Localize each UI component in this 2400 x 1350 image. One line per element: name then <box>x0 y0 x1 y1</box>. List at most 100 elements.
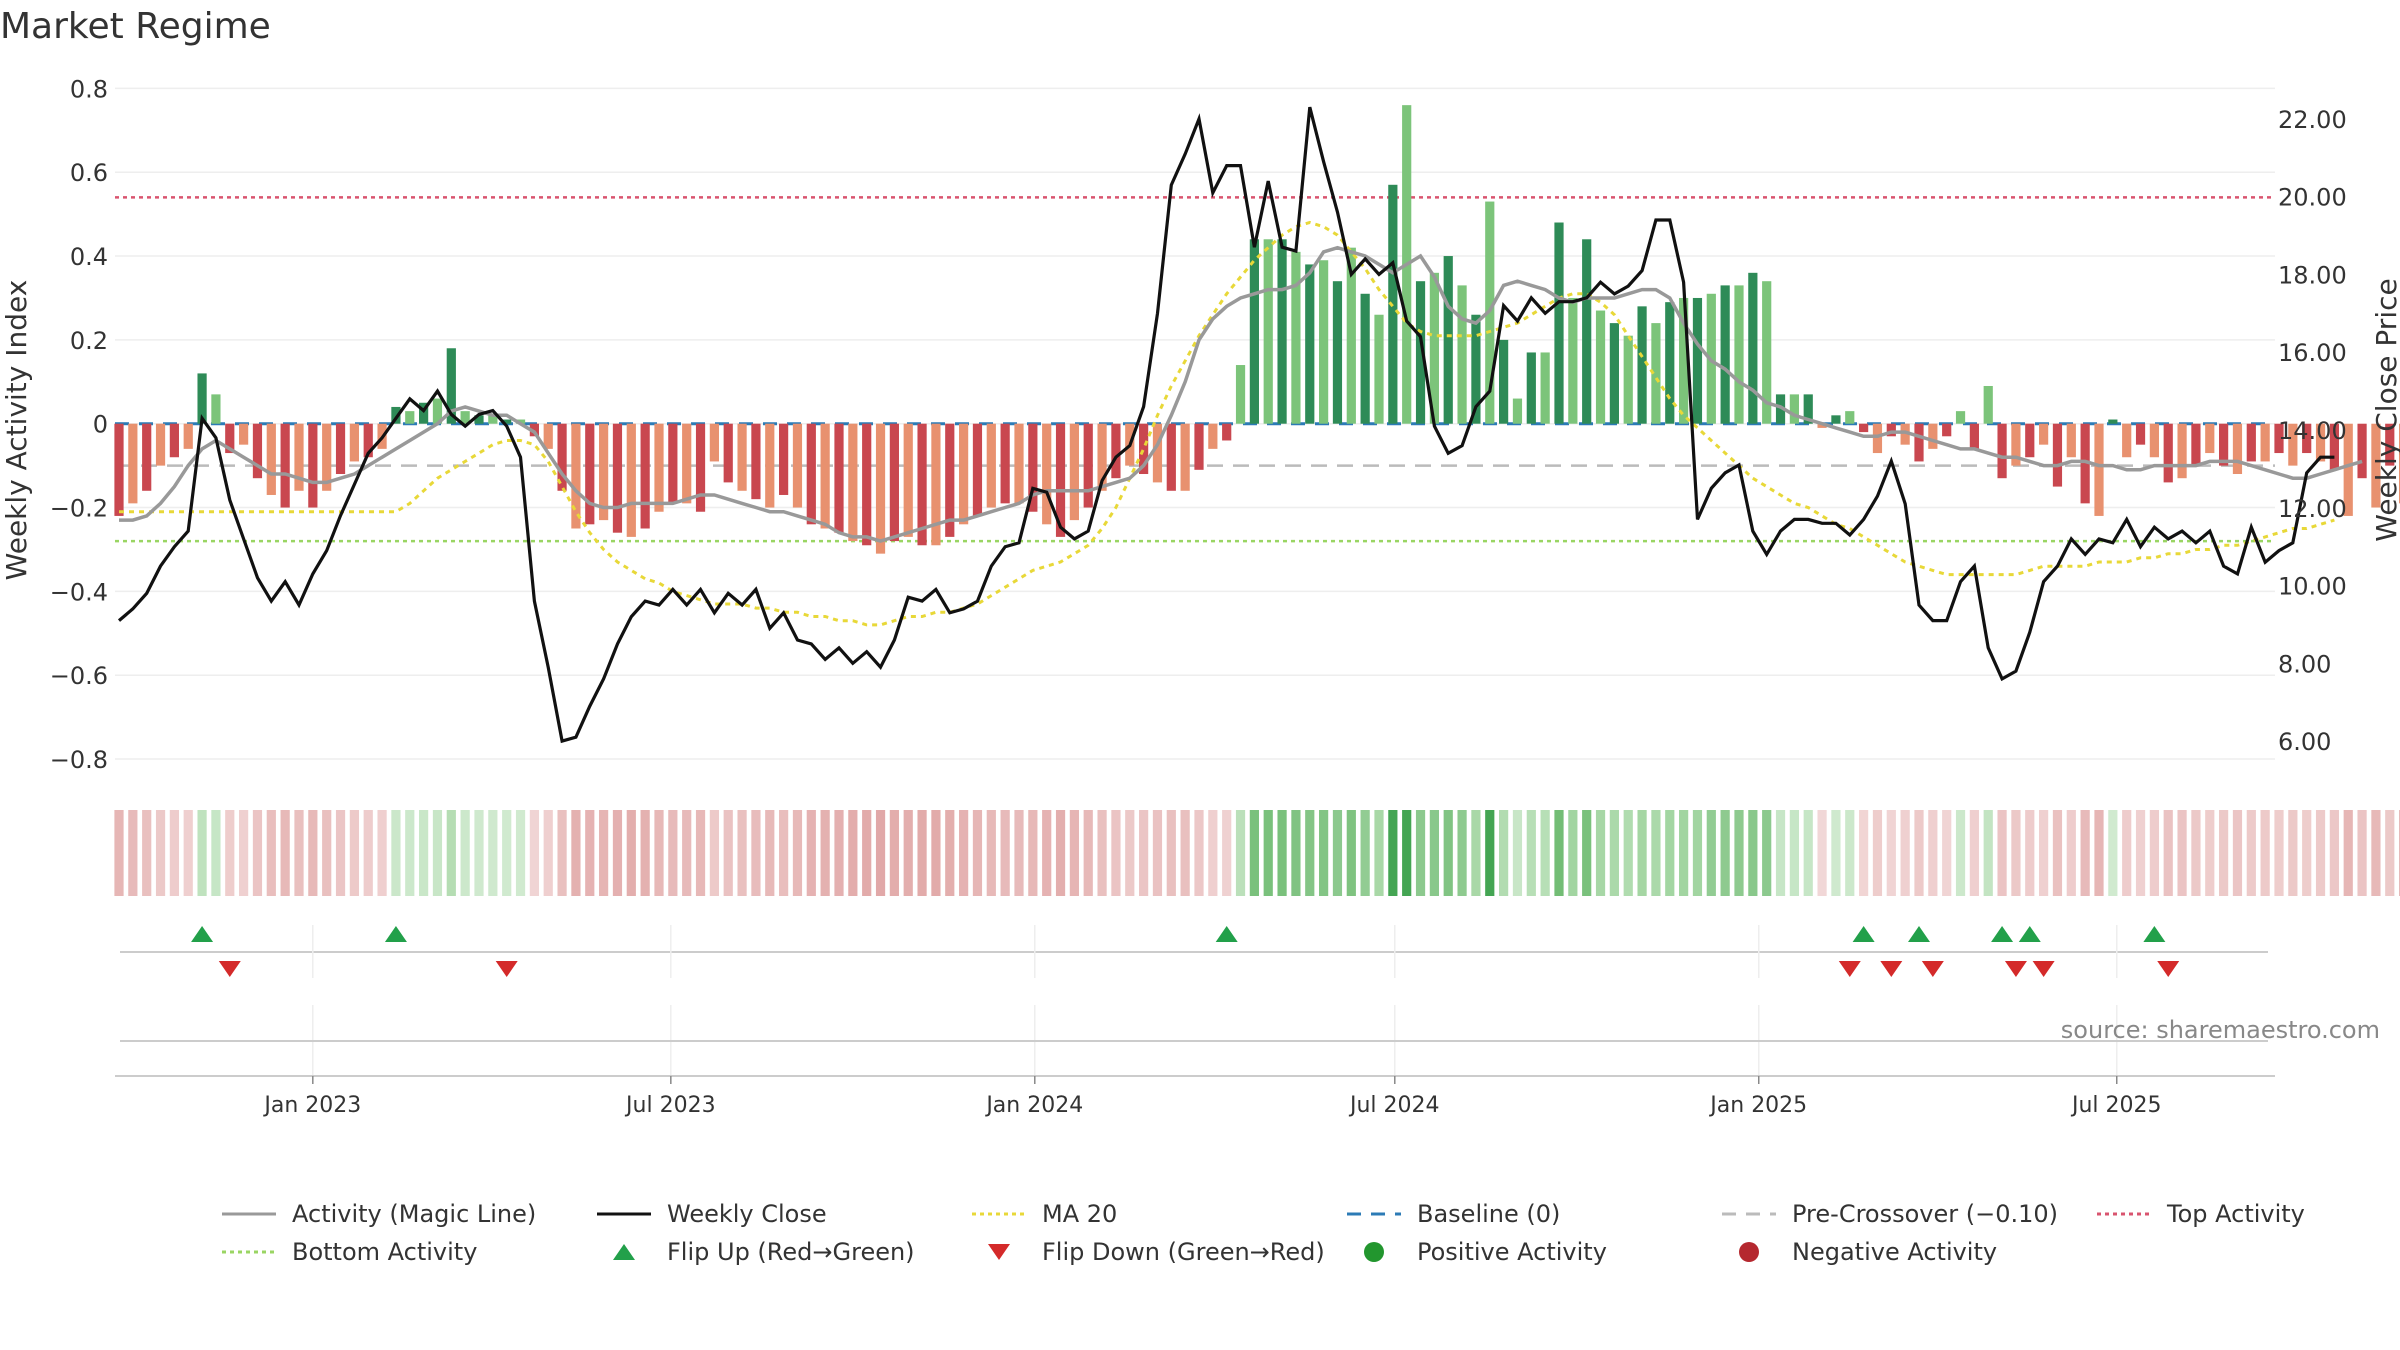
x-tick-label: Jan 2025 <box>1708 1093 1807 1118</box>
activity-bar <box>986 423 996 508</box>
activity-bar <box>1582 239 1592 424</box>
regime-cell <box>792 810 803 896</box>
activity-bar <box>2274 423 2284 454</box>
x-axis: Jan 2023 Jul 2023 Jan 2024 Jul 2024 Jan 2025… <box>115 1075 2275 1118</box>
regime-cell <box>280 810 290 896</box>
regime-cell <box>1720 810 1730 896</box>
activity-bar <box>1291 251 1301 424</box>
activity-bar <box>1928 423 1938 449</box>
activity-bar <box>709 423 719 462</box>
activity-bar <box>1249 239 1259 424</box>
legend-label: Bottom Activity <box>292 1238 478 1266</box>
regime-cell <box>1623 810 1633 896</box>
activity-bar <box>571 423 581 529</box>
activity-bar <box>1665 302 1675 424</box>
activity-bar <box>1208 423 1218 449</box>
regime-cell <box>1734 810 1744 896</box>
regime-cell <box>945 810 955 896</box>
regime-cell <box>2191 810 2201 896</box>
legend-swatch <box>222 1212 276 1216</box>
regime-cell <box>1166 810 1176 896</box>
regime-cell <box>1789 810 1799 896</box>
activity-bar <box>737 423 747 491</box>
activity-bar <box>1360 293 1370 424</box>
regime-cell <box>806 810 816 896</box>
activity-bar <box>1443 256 1453 424</box>
activity-bar <box>1346 247 1356 424</box>
activity-bar <box>1457 285 1467 424</box>
y2-tick-label: 6.00 <box>2278 728 2331 756</box>
activity-bar <box>2302 423 2312 454</box>
activity-bar <box>1637 306 1647 424</box>
regime-cell <box>1595 810 1606 896</box>
activity-bar <box>1111 423 1121 479</box>
regime-cell <box>335 810 346 896</box>
activity-bar <box>142 423 152 491</box>
regime-cell <box>1152 810 1163 896</box>
regime-cell <box>2135 810 2146 896</box>
activity-bar <box>834 423 844 533</box>
activity-bar <box>2232 423 2243 475</box>
legend: Activity (Magic Line) Weekly Close MA 20 Ba… <box>0 1200 2400 1280</box>
activity-bar <box>2094 423 2104 516</box>
legend-swatch <box>1722 1212 1776 1216</box>
regime-cell <box>308 810 318 896</box>
activity-bar <box>280 423 290 508</box>
regime-cell <box>1222 810 1232 896</box>
flip-up-marker <box>1908 926 1930 942</box>
legend-label: Activity (Magic Line) <box>292 1200 537 1228</box>
activity-bar <box>640 423 650 529</box>
regime-cell <box>2315 810 2326 896</box>
legend-item: MA 20 <box>970 1200 1117 1228</box>
activity-bar <box>2288 423 2298 466</box>
regime-cell <box>1360 810 1370 896</box>
regime-cell <box>2357 810 2367 896</box>
regime-cell <box>529 810 539 896</box>
activity-bar <box>211 394 221 424</box>
activity-bar <box>2039 423 2049 445</box>
regime-cell <box>1886 810 1896 896</box>
activity-bar <box>654 423 664 512</box>
regime-cell <box>1775 810 1786 896</box>
y2-tick-label: 18.00 <box>2278 261 2347 289</box>
regime-cell <box>2094 810 2104 896</box>
regime-cell <box>349 810 359 896</box>
regime-cell <box>751 810 761 896</box>
legend-swatch <box>972 1212 1026 1216</box>
activity-bar <box>1775 394 1786 424</box>
regime-cell <box>1443 810 1453 896</box>
activity-bar <box>502 419 512 424</box>
legend-label: Baseline (0) <box>1417 1200 1561 1228</box>
regime-cell <box>2219 810 2229 896</box>
regime-cell <box>1291 810 1301 896</box>
legend-swatch <box>222 1250 276 1254</box>
legend-item: Top Activity <box>2095 1200 2305 1228</box>
regime-cell <box>405 810 415 896</box>
regime-cell <box>1208 810 1218 896</box>
activity-bar <box>2315 423 2326 462</box>
activity-bar <box>1554 222 1564 424</box>
regime-cell <box>239 810 249 896</box>
activity-bar <box>2149 423 2159 458</box>
activity-bar <box>931 423 941 546</box>
activity-bar <box>1831 415 1841 424</box>
y-axis-left: 0.8 0.6 0.4 0.2 0 −0.2 −0.4 −0.6 −0.8 Weekly Acti… <box>0 75 108 774</box>
regime-cell <box>612 810 623 896</box>
activity-bar <box>682 423 692 504</box>
legend-item: Weekly Close <box>595 1200 827 1228</box>
activity-bar <box>1332 281 1343 424</box>
activity-bar <box>1651 323 1661 424</box>
regime-cell <box>903 810 913 896</box>
regime-strip <box>114 810 2400 896</box>
flip-markers-panel <box>120 925 2268 1075</box>
regime-cell <box>1014 810 1024 896</box>
activity-bar <box>2205 423 2215 454</box>
ma20-line <box>119 220 2335 627</box>
legend-swatch <box>988 1244 1010 1260</box>
regime-cell <box>183 810 193 896</box>
activity-bar <box>1319 260 1329 424</box>
regime-cell <box>2025 810 2035 896</box>
regime-cell <box>1651 810 1661 896</box>
regime-cell <box>1305 810 1315 896</box>
activity-bar <box>1526 352 1536 424</box>
